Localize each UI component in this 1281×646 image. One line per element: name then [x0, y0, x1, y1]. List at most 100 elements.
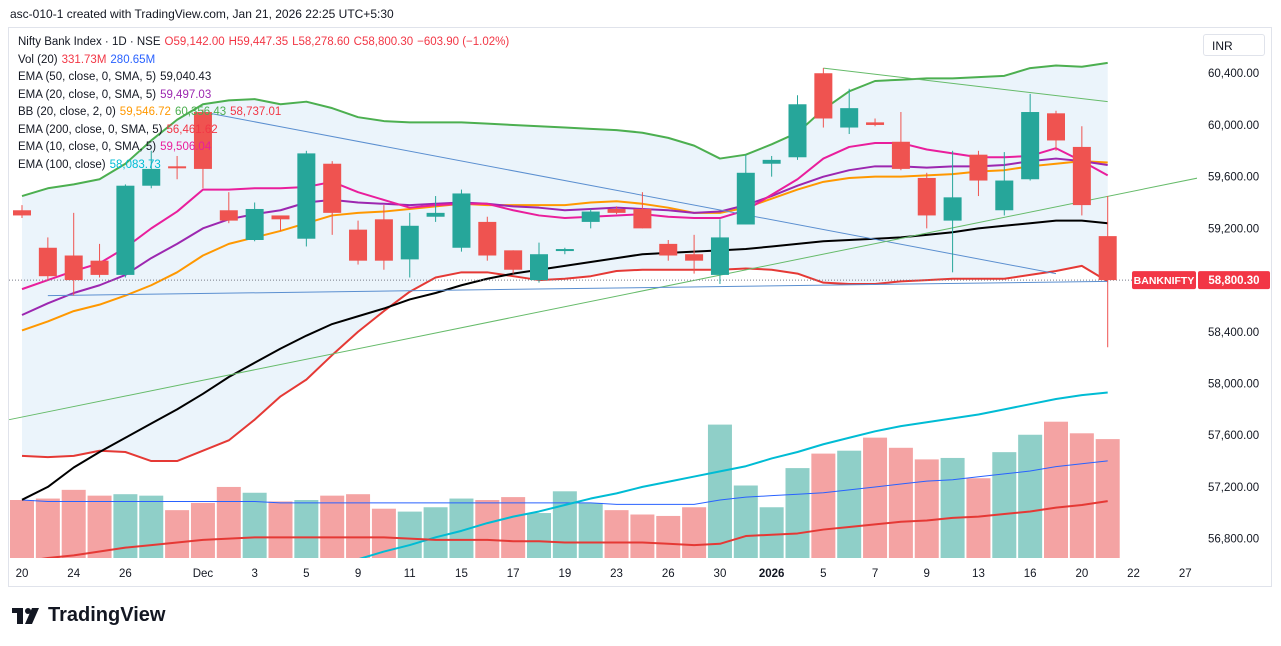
- candle: [607, 206, 626, 215]
- candle: [840, 88, 859, 134]
- tradingview-logo-icon: [12, 607, 39, 624]
- legend-vol-value: 331.73M: [61, 53, 107, 66]
- volume-bar: [759, 507, 784, 558]
- candle: [891, 112, 910, 171]
- x-axis-label: 2026: [759, 568, 785, 580]
- legend-bb-basis: 59,546.72: [119, 106, 171, 118]
- candle: [814, 68, 833, 128]
- candle-body: [685, 254, 704, 261]
- price-tag: [1198, 271, 1270, 290]
- volume-bar: [527, 513, 551, 558]
- volume-bar: [1095, 439, 1120, 558]
- legend-open: O59,142.00: [164, 36, 225, 48]
- candle: [555, 247, 574, 255]
- legend-low: L58,278.60: [292, 36, 350, 48]
- candle: [943, 150, 962, 273]
- legend-ema10-value: 59,506.04: [160, 141, 212, 153]
- volume-bar: [10, 500, 34, 558]
- volume-bar: [578, 502, 603, 558]
- x-axis-label: 26: [662, 568, 675, 580]
- y-axis-label: 59,600.00: [1208, 172, 1259, 184]
- y-axis-label: 58,400.00: [1208, 327, 1259, 339]
- candle: [581, 208, 600, 229]
- volume-bar: [656, 515, 681, 558]
- legend-change: −603.90 (−1.02%): [417, 36, 510, 48]
- candle-body: [219, 210, 238, 221]
- candle-body: [90, 260, 109, 275]
- candle: [504, 250, 523, 274]
- x-axis-label: 24: [67, 568, 80, 580]
- volume-bar: [785, 468, 810, 558]
- candle: [38, 237, 57, 281]
- candle-body: [168, 166, 187, 169]
- volume-bar: [61, 489, 86, 558]
- y-axis-label: 59,200.00: [1208, 223, 1259, 235]
- x-axis-label: 20: [1075, 568, 1088, 580]
- candle-body: [659, 243, 678, 256]
- volume-bar: [552, 491, 577, 558]
- tradingview-logo[interactable]: TradingView: [12, 604, 165, 627]
- candle-body: [1098, 236, 1117, 281]
- volume-bar: [630, 514, 655, 558]
- volume-bar: [320, 495, 345, 558]
- legend-vol-label: Vol (20): [18, 53, 58, 66]
- volume-bar: [682, 507, 707, 558]
- x-axis-label: 23: [610, 568, 623, 580]
- volume-bar: [992, 452, 1017, 558]
- x-axis-label: 16: [1024, 568, 1037, 580]
- volume-bar: [863, 437, 888, 558]
- x-axis-label: 11: [404, 568, 416, 580]
- volume-bar: [423, 507, 448, 558]
- currency-selector[interactable]: INR: [1203, 34, 1265, 56]
- volume-bar: [1069, 433, 1094, 558]
- candle-body: [142, 168, 161, 186]
- chart-frame: [8, 27, 1272, 587]
- ticker-tag: [1132, 271, 1196, 290]
- candle-body: [710, 237, 729, 275]
- x-axis-label: 27: [1179, 568, 1192, 580]
- candle-body: [1021, 112, 1040, 180]
- y-axis-label: 58,000.00: [1208, 378, 1259, 390]
- volume-bar: [1044, 421, 1068, 558]
- volume-bar: [190, 502, 215, 558]
- candle: [478, 216, 497, 261]
- x-axis-label: 9: [924, 568, 930, 580]
- legend-ema100-value: 58,083.73: [109, 158, 161, 171]
- legend-bb-label: BB (20, close, 2, 0): [18, 106, 116, 118]
- candle-body: [788, 104, 807, 158]
- legend-ema20-value: 59,497.03: [160, 88, 212, 101]
- trendline: [202, 111, 1057, 275]
- candle: [323, 161, 342, 235]
- candle-body: [116, 185, 135, 275]
- volume-bar: [139, 495, 164, 558]
- legend-ema20-label: EMA (20, close, 0, SMA, 5): [18, 88, 157, 101]
- x-axis-label: 30: [714, 568, 727, 580]
- x-axis-label: 19: [558, 568, 571, 580]
- volume-ma-line: [21, 460, 1108, 505]
- volume-bar: [888, 447, 913, 558]
- candle-body: [13, 210, 31, 216]
- candle: [917, 172, 936, 229]
- candle: [400, 212, 419, 278]
- candle: [90, 243, 109, 278]
- ema200-line: [41, 500, 1108, 558]
- volume-bar: [501, 497, 526, 558]
- legend-symbol: Nifty Bank Index · 1D · NSE: [18, 36, 161, 48]
- candle: [530, 242, 548, 283]
- volume-bar: [268, 501, 293, 558]
- candle: [349, 220, 368, 265]
- candle: [219, 192, 238, 224]
- candle: [116, 184, 135, 278]
- candle-body: [245, 208, 264, 240]
- legend-ema100-row: EMA (100, close) 58,083.73: [18, 157, 513, 175]
- trendline: [823, 67, 1108, 103]
- candle: [271, 215, 290, 231]
- x-axis-label: 13: [972, 568, 985, 580]
- candle: [168, 155, 187, 180]
- x-axis-label: 3: [251, 568, 257, 580]
- candle: [1021, 93, 1040, 181]
- x-axis-label: 22: [1127, 568, 1140, 580]
- candle: [452, 189, 471, 252]
- candle: [142, 150, 161, 189]
